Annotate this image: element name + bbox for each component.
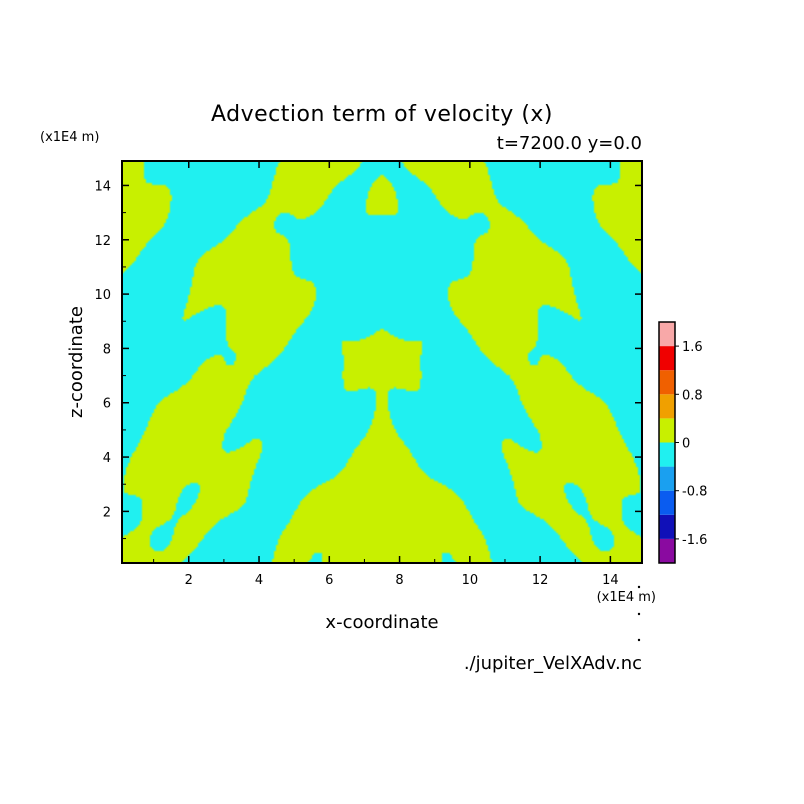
source-label: ./jupiter_VelXAdv.nc [464,653,642,674]
x-tick-label: 12 [532,573,549,588]
colorbar-label: -1.6 [682,533,707,548]
y-tick-label: 4 [103,451,111,466]
x-tick-label: 14 [602,573,619,588]
colorbar-label: 0 [682,437,690,452]
y-tick-label: 14 [94,179,111,194]
y-tick-label: 10 [94,288,111,303]
colorbar: -1.6 -0.8 0 0.8 1.6 [658,321,707,564]
colorbar-segment [659,538,675,563]
colorbar-label: 1.6 [682,340,703,355]
colorbar-segment [659,346,675,371]
colorbar-segment [659,322,675,347]
field-image [122,161,642,563]
y-tick-label: 12 [94,234,111,249]
y-axis-label: z-coordinate [66,306,87,418]
colorbar-label: -0.8 [682,485,707,500]
colorbar-segment [659,418,675,443]
x-tick-label: 2 [185,573,193,588]
plot-area [122,161,642,563]
x-tick-label: 6 [325,573,333,588]
colorbar-segment [659,394,675,419]
colorbar-segment [659,514,675,539]
x-axis-label: x-coordinate [325,612,438,633]
y-unit-label: (x1E4 m) [40,130,99,145]
x-unit-label: (x1E4 m) [597,590,656,605]
y-tick-label: 2 [103,505,111,520]
y-tick-label: 6 [103,397,111,412]
plot-frame [121,160,643,564]
x-tick-label: 8 [395,573,403,588]
y-axis-ticks: 2 4 6 8 10 12 14 [94,179,642,540]
x-axis-ticks: 2 4 6 8 10 12 14 [153,161,619,588]
decor-dots [637,585,641,642]
colorbar-segment [659,370,675,395]
y-tick-label: 8 [103,342,111,357]
x-tick-label: 4 [255,573,263,588]
colorbar-segment [659,490,675,515]
colorbar-segment [659,442,675,467]
colorbar-label: 0.8 [682,388,703,403]
colorbar-segment [659,466,675,491]
x-tick-label: 10 [462,573,479,588]
chart-subtitle: t=7200.0 y=0.0 [497,133,642,154]
chart-title: Advection term of velocity (x) [211,102,553,127]
